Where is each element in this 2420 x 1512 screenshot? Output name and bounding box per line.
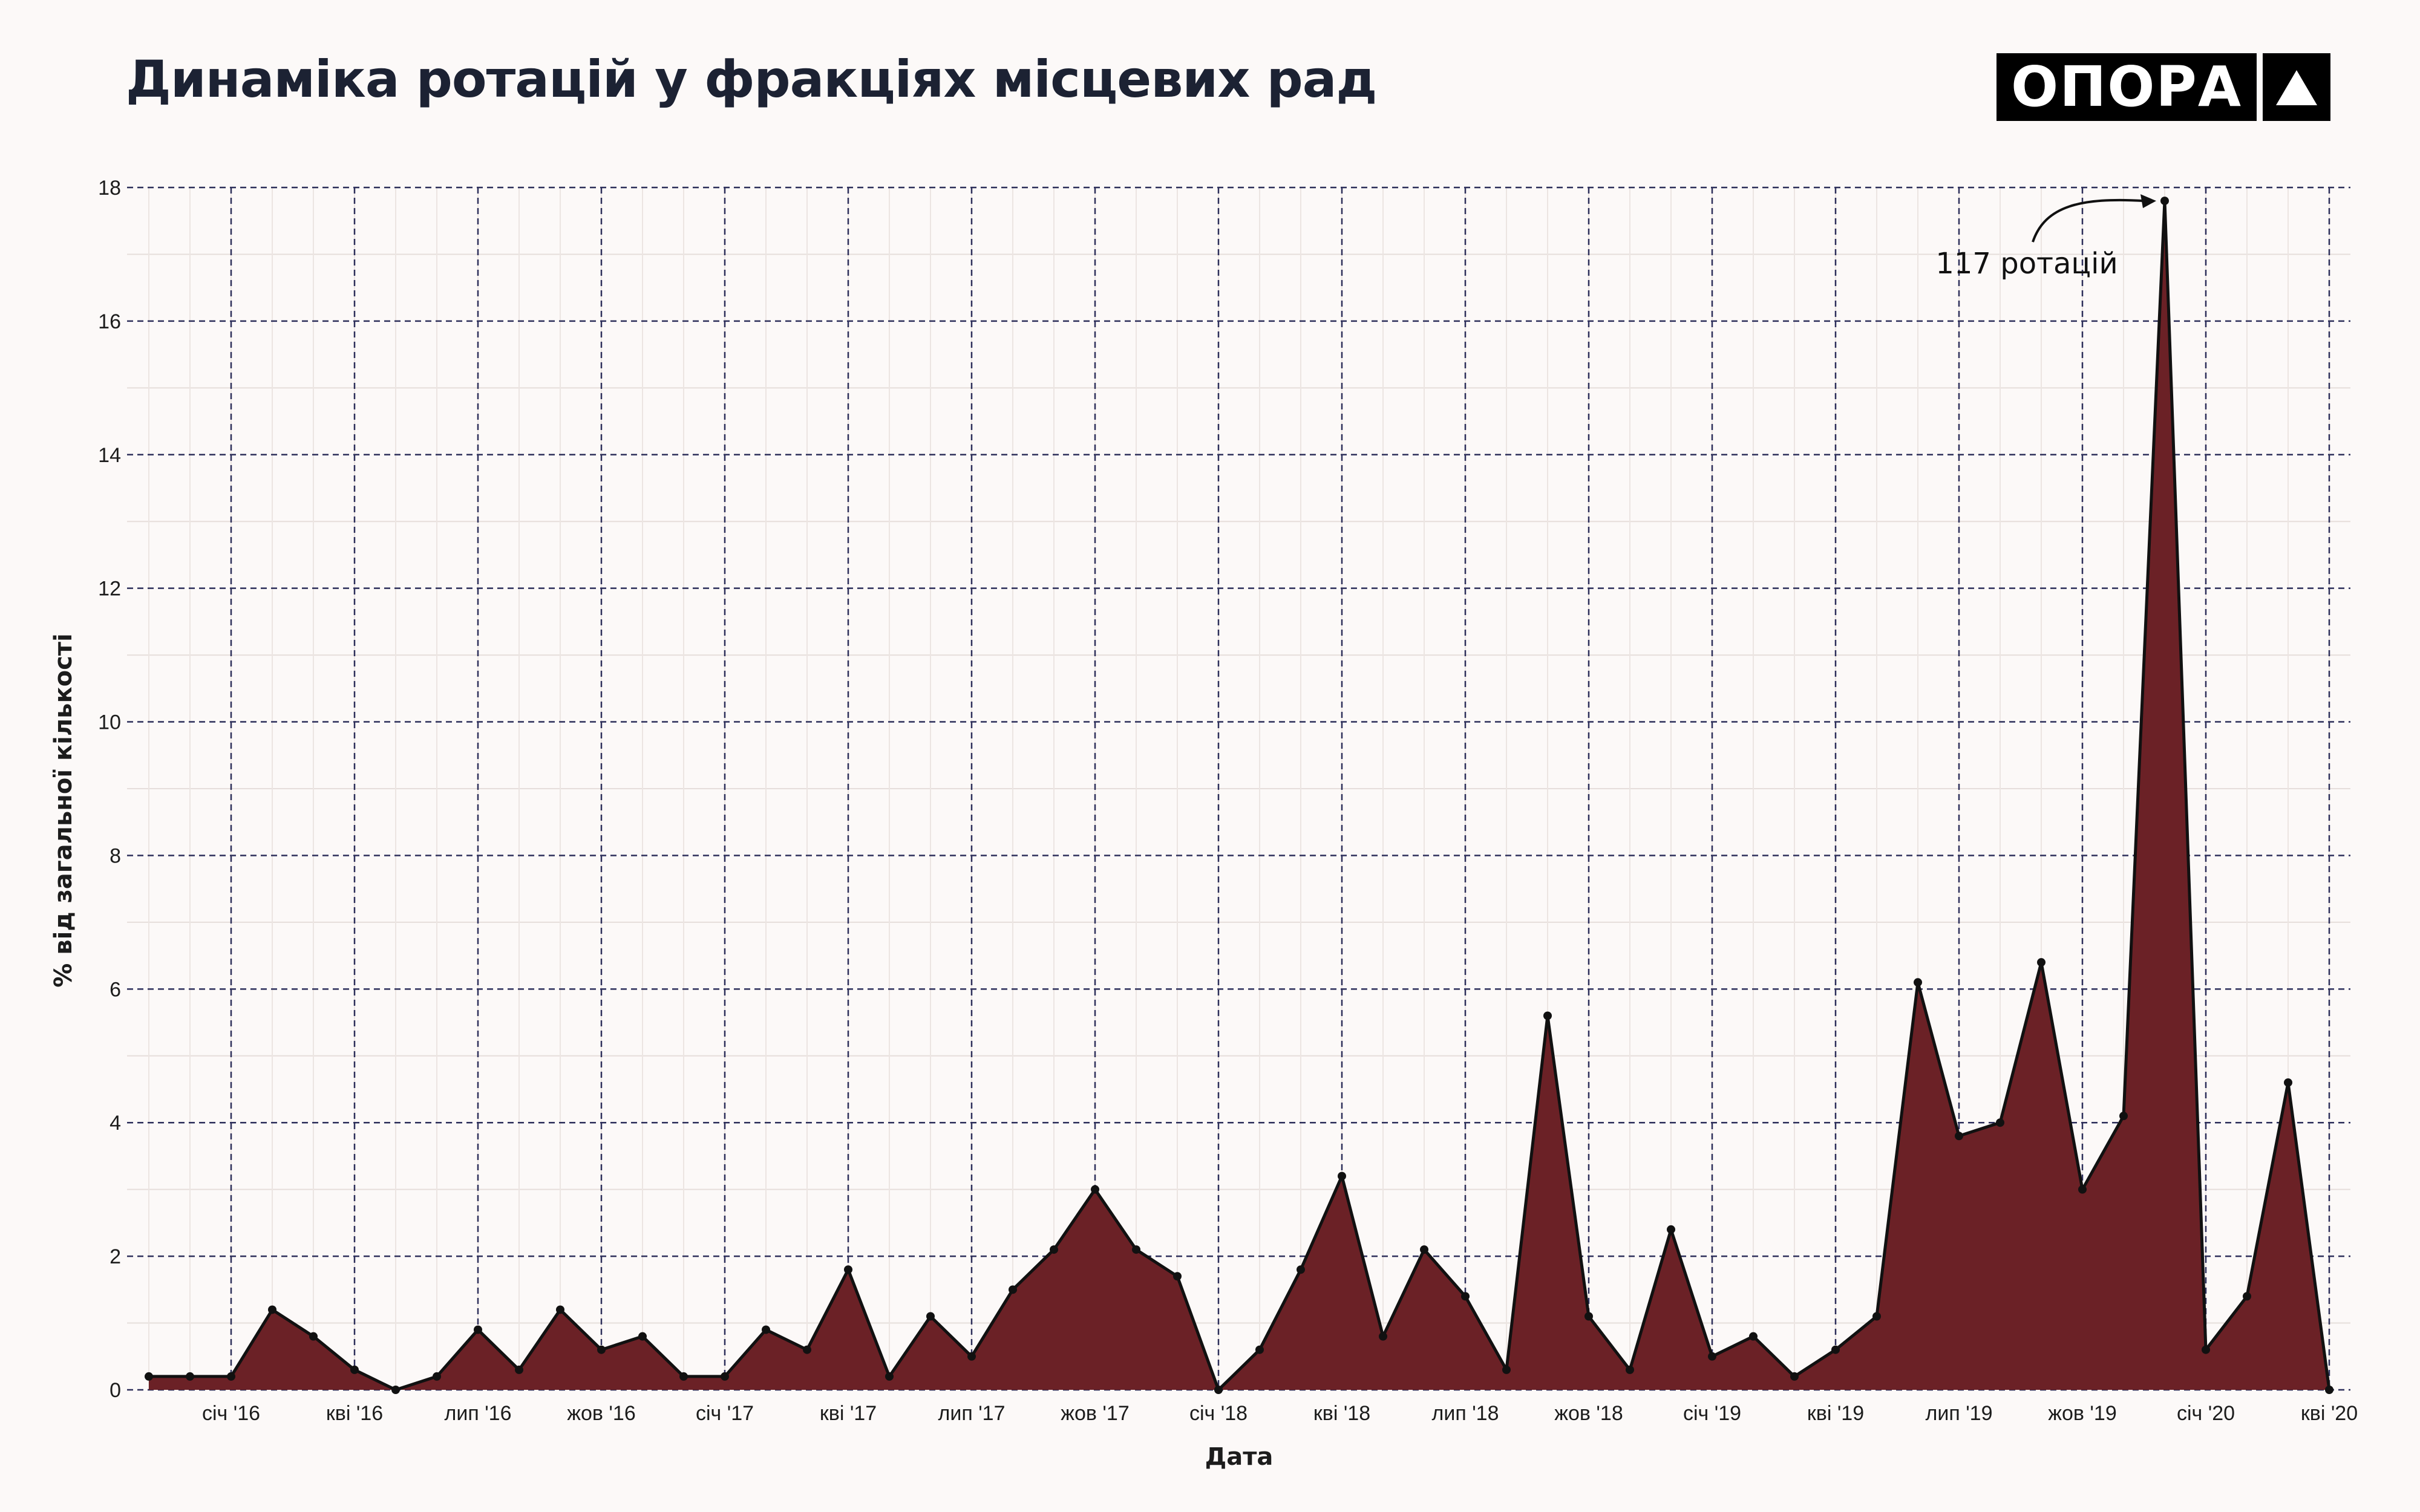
data-point (2202, 1345, 2210, 1354)
data-point (2243, 1292, 2251, 1301)
x-tick-label: січ '18 (1189, 1402, 1248, 1425)
logo-text: ОПОРА (1996, 53, 2257, 121)
data-point (391, 1386, 400, 1394)
x-tick-label: лип '18 (1432, 1402, 1499, 1425)
data-point (1502, 1365, 1511, 1374)
data-points (145, 197, 2333, 1394)
data-point (1338, 1171, 1346, 1181)
y-axis-label: % від загальної кількості (50, 633, 77, 987)
data-point (597, 1345, 606, 1354)
y-tick-label: 12 (98, 578, 121, 601)
data-point (350, 1365, 359, 1374)
data-point (885, 1372, 894, 1381)
triangle-icon (2263, 53, 2331, 121)
data-point (679, 1372, 688, 1381)
data-point (638, 1332, 647, 1341)
data-point (1584, 1312, 1593, 1321)
data-point (2078, 1185, 2087, 1194)
data-point (556, 1305, 564, 1314)
data-point (1996, 1118, 2004, 1127)
data-point (2160, 197, 2169, 206)
y-tick-label: 0 (110, 1379, 121, 1402)
data-point (1461, 1292, 1470, 1301)
data-point (1790, 1372, 1799, 1381)
data-point (1379, 1332, 1387, 1341)
data-point (1255, 1345, 1264, 1354)
data-point (926, 1312, 935, 1321)
data-point (1667, 1225, 1675, 1234)
y-axis-ticks: 0 2 4 6 8 10 12 14 16 18 (98, 177, 121, 1402)
x-tick-label: кві '18 (1313, 1402, 1370, 1425)
data-point (1543, 1011, 1552, 1020)
data-point (145, 1372, 153, 1381)
data-point (844, 1265, 852, 1274)
series-line (149, 199, 2331, 1392)
data-point (1749, 1332, 1758, 1341)
data-point (1091, 1185, 1099, 1194)
x-tick-label: лип '19 (1926, 1402, 1993, 1425)
data-point (762, 1325, 770, 1334)
y-tick-label: 14 (98, 444, 121, 467)
y-tick-label: 8 (110, 844, 121, 867)
chart-title: Динаміка ротацій у фракціях місцевих рад (126, 50, 1377, 109)
x-tick-label: січ '20 (2177, 1402, 2235, 1425)
data-point (1955, 1132, 1963, 1141)
data-point (1214, 1386, 1223, 1394)
data-point (1132, 1245, 1140, 1254)
x-axis-ticks: січ '16 кві '16 лип '16 жов '16 січ '17 кві '… (202, 1402, 2358, 1425)
opora-logo: ОПОРА (1996, 53, 2331, 121)
data-point (2037, 958, 2046, 967)
data-point (967, 1352, 976, 1361)
x-tick-label: кві '19 (1807, 1402, 1864, 1425)
data-point (803, 1345, 811, 1354)
y-tick-label: 2 (110, 1245, 121, 1268)
annotation-arrowhead (2140, 194, 2156, 209)
series-area (149, 201, 2329, 1390)
data-point (721, 1372, 729, 1381)
data-point (474, 1325, 482, 1334)
data-point (1173, 1272, 1182, 1281)
x-axis-label: Дата (1205, 1443, 1274, 1471)
data-point (433, 1372, 441, 1381)
x-tick-label: кві '17 (820, 1402, 877, 1425)
x-tick-label: січ '17 (696, 1402, 754, 1425)
data-point (1831, 1345, 1840, 1354)
x-tick-label: жов '16 (567, 1402, 635, 1425)
x-tick-label: кві '16 (326, 1402, 383, 1425)
data-point (2284, 1078, 2292, 1087)
data-point (2119, 1112, 2128, 1121)
y-tick-label: 18 (98, 177, 121, 200)
y-tick-label: 4 (110, 1112, 121, 1135)
data-point (2325, 1386, 2333, 1394)
x-tick-label: січ '16 (202, 1402, 260, 1425)
data-point (1420, 1245, 1428, 1254)
annotation-arrow (2032, 198, 2145, 243)
x-tick-label: жов '17 (1061, 1402, 1129, 1425)
data-point (515, 1365, 523, 1374)
x-tick-label: лип '17 (938, 1402, 1006, 1425)
y-tick-label: 10 (98, 711, 121, 734)
data-point (268, 1305, 276, 1314)
y-tick-label: 6 (110, 978, 121, 1001)
data-point (1872, 1312, 1881, 1321)
data-point (1050, 1245, 1058, 1254)
x-tick-label: жов '19 (2048, 1402, 2116, 1425)
y-tick-label: 16 (98, 310, 121, 333)
data-point (1914, 978, 1922, 987)
data-point (186, 1372, 194, 1381)
x-tick-label: лип '16 (445, 1402, 512, 1425)
data-point (227, 1372, 235, 1381)
x-tick-label: січ '19 (1683, 1402, 1741, 1425)
data-point (1626, 1365, 1634, 1374)
data-point (309, 1332, 318, 1341)
annotation-label: 117 ротацій (1935, 247, 2118, 281)
x-tick-label: жов '18 (1554, 1402, 1623, 1425)
data-point (1297, 1265, 1305, 1274)
x-tick-label: кві '20 (2301, 1402, 2358, 1425)
data-point (1009, 1285, 1017, 1294)
data-point (1708, 1352, 1716, 1361)
